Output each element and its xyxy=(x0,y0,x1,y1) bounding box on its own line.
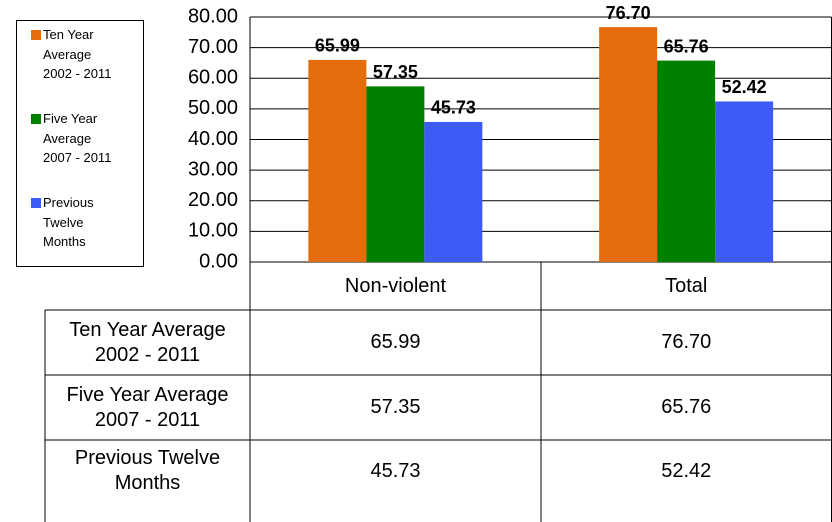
legend: Ten Year Average 2002 - 2011 Five Year Av… xyxy=(16,20,144,267)
legend-swatch xyxy=(31,198,41,208)
y-tick-label: 0.00 xyxy=(199,250,238,272)
bar xyxy=(715,101,774,263)
table-value: 65.99 xyxy=(370,331,421,353)
category-label: Non-violent xyxy=(344,274,447,297)
data-label: 57.35 xyxy=(373,62,418,82)
data-label: 65.76 xyxy=(664,36,709,56)
y-tick-label: 30.00 xyxy=(188,158,238,180)
legend-label: Five Year Average 2007 - 2011 xyxy=(43,111,112,165)
y-tick-label: 60.00 xyxy=(188,67,238,89)
data-label: 52.42 xyxy=(722,77,767,97)
legend-item: Five Year Average 2007 - 2011 xyxy=(31,109,121,168)
bar xyxy=(599,27,658,263)
data-label: 65.99 xyxy=(315,36,360,56)
data-label: 76.70 xyxy=(606,3,651,23)
legend-swatch xyxy=(31,114,41,124)
bar xyxy=(657,60,716,262)
y-tick-label: 70.00 xyxy=(188,36,238,58)
legend-label: Ten Year Average 2002 - 2011 xyxy=(43,27,112,81)
table-value: 45.73 xyxy=(370,459,421,482)
table-value: 65.76 xyxy=(661,396,712,418)
legend-item: Previous Twelve Months xyxy=(31,193,121,252)
legend-swatch xyxy=(31,30,41,40)
y-tick-label: 40.00 xyxy=(188,128,238,150)
y-tick-label: 80.00 xyxy=(188,5,238,27)
table-value: 57.35 xyxy=(370,396,421,418)
table-value: 76.70 xyxy=(661,331,712,353)
legend-label: Previous Twelve Months xyxy=(43,195,94,249)
table-value: 52.42 xyxy=(661,459,712,482)
y-tick-label: 10.00 xyxy=(188,220,238,242)
y-tick-label: 20.00 xyxy=(188,189,238,211)
bar xyxy=(366,86,425,262)
data-label: 45.73 xyxy=(431,98,476,118)
legend-item: Ten Year Average 2002 - 2011 xyxy=(31,25,121,84)
y-tick-label: 50.00 xyxy=(188,97,238,119)
row-header: Previous Twelve Months xyxy=(74,447,221,494)
bar xyxy=(424,121,483,262)
category-label: Total xyxy=(665,274,708,297)
bar xyxy=(308,59,367,262)
row-header: Ten Year Average 2002 - 2011 xyxy=(69,318,226,366)
row-header: Five Year Average 2007 - 2011 xyxy=(66,383,229,431)
